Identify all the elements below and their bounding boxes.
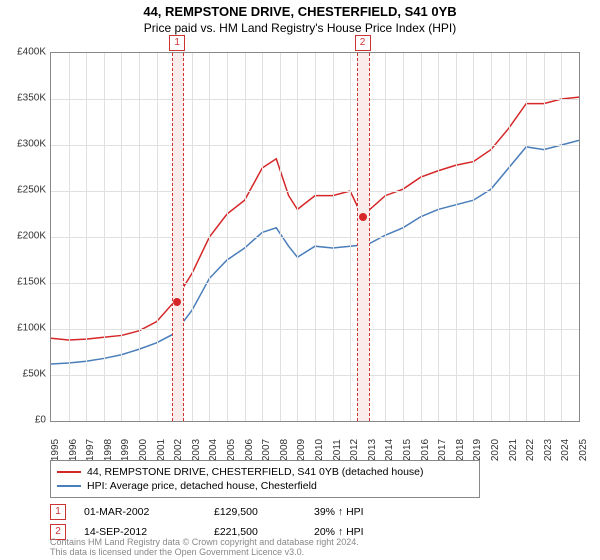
x-tick-label: 2014 — [384, 439, 395, 461]
x-tick-label: 1997 — [85, 439, 96, 461]
transaction-date: 14-SEP-2012 — [84, 526, 214, 538]
gridline-v — [297, 53, 298, 421]
footer-line-2: This data is licensed under the Open Gov… — [50, 548, 359, 558]
x-tick-label: 1998 — [103, 439, 114, 461]
gridline-v — [438, 53, 439, 421]
y-tick-label: £400K — [17, 47, 46, 58]
x-tick-label: 2006 — [244, 439, 255, 461]
x-tick-label: 2018 — [455, 439, 466, 461]
x-tick-label: 2019 — [472, 439, 483, 461]
x-tick-label: 2011 — [332, 439, 343, 461]
x-tick-label: 2024 — [560, 439, 571, 461]
chart-subtitle: Price paid vs. HM Land Registry's House … — [0, 19, 600, 35]
gridline-v — [403, 53, 404, 421]
x-tick-label: 2022 — [525, 439, 536, 461]
legend-swatch — [57, 485, 81, 487]
x-tick-label: 2015 — [402, 439, 413, 461]
x-tick-label: 2009 — [296, 439, 307, 461]
gridline-v — [456, 53, 457, 421]
marker-label: 1 — [169, 35, 185, 51]
gridline-v — [262, 53, 263, 421]
legend: 44, REMPSTONE DRIVE, CHESTERFIELD, S41 0… — [50, 460, 480, 498]
gridline-v — [526, 53, 527, 421]
y-tick-label: £50K — [23, 369, 46, 380]
gridline-v — [86, 53, 87, 421]
y-tick-label: £200K — [17, 231, 46, 242]
transaction-date: 01-MAR-2002 — [84, 506, 214, 518]
legend-item: 44, REMPSTONE DRIVE, CHESTERFIELD, S41 0… — [57, 465, 473, 479]
gridline-v — [209, 53, 210, 421]
x-tick-label: 2010 — [314, 439, 325, 461]
x-tick-label: 2004 — [208, 439, 219, 461]
x-tick-label: 1996 — [68, 439, 79, 461]
gridline-v — [421, 53, 422, 421]
x-tick-label: 2002 — [173, 439, 184, 461]
gridline-v — [104, 53, 105, 421]
x-tick-label: 2020 — [490, 439, 501, 461]
gridline-v — [385, 53, 386, 421]
x-tick-label: 2023 — [543, 439, 554, 461]
plot-area: 12 — [50, 52, 580, 422]
x-tick-label: 1995 — [50, 439, 61, 461]
x-tick-label: 2012 — [349, 439, 360, 461]
marker-band — [357, 53, 370, 421]
x-tick-label: 2016 — [420, 439, 431, 461]
transactions-table: 101-MAR-2002£129,50039% ↑ HPI214-SEP-201… — [50, 502, 580, 542]
chart-container: 44, REMPSTONE DRIVE, CHESTERFIELD, S41 0… — [0, 0, 600, 560]
gridline-v — [561, 53, 562, 421]
transaction-dot — [359, 213, 367, 221]
gridline-v — [69, 53, 70, 421]
x-tick-label: 2025 — [578, 439, 589, 461]
marker-band — [172, 53, 185, 421]
gridline-v — [491, 53, 492, 421]
y-axis: £0£50K£100K£150K£200K£250K£300K£350K£400… — [0, 52, 48, 422]
gridline-v — [157, 53, 158, 421]
x-tick-label: 2003 — [191, 439, 202, 461]
transaction-dot — [173, 298, 181, 306]
gridline-v — [544, 53, 545, 421]
transaction-price: £221,500 — [214, 526, 314, 538]
y-tick-label: £350K — [17, 93, 46, 104]
x-tick-label: 1999 — [120, 439, 131, 461]
x-tick-label: 2008 — [279, 439, 290, 461]
y-tick-label: £300K — [17, 139, 46, 150]
footer-attribution: Contains HM Land Registry data © Crown c… — [50, 538, 359, 558]
gridline-v — [280, 53, 281, 421]
legend-item: HPI: Average price, detached house, Ches… — [57, 479, 473, 493]
transaction-price: £129,500 — [214, 506, 314, 518]
x-tick-label: 2005 — [226, 439, 237, 461]
x-axis: 1995199619971998199920002001200220032004… — [50, 422, 580, 456]
y-tick-label: £0 — [35, 415, 46, 426]
x-tick-label: 2007 — [261, 439, 272, 461]
y-tick-label: £250K — [17, 185, 46, 196]
x-tick-label: 2000 — [138, 439, 149, 461]
gridline-v — [245, 53, 246, 421]
transaction-row: 1 01-MAR-2002£129,50039% ↑ HPI — [50, 502, 580, 522]
gridline-v — [121, 53, 122, 421]
gridline-v — [315, 53, 316, 421]
transaction-marker: 1 — [50, 504, 66, 520]
y-tick-label: £150K — [17, 277, 46, 288]
legend-label: 44, REMPSTONE DRIVE, CHESTERFIELD, S41 0… — [87, 466, 424, 478]
gridline-v — [333, 53, 334, 421]
gridline-v — [139, 53, 140, 421]
x-tick-label: 2001 — [156, 439, 167, 461]
gridline-v — [509, 53, 510, 421]
gridline-v — [227, 53, 228, 421]
marker-label: 2 — [355, 35, 371, 51]
x-tick-label: 2013 — [367, 439, 378, 461]
x-tick-label: 2017 — [437, 439, 448, 461]
legend-label: HPI: Average price, detached house, Ches… — [87, 480, 317, 492]
legend-swatch — [57, 471, 81, 473]
x-tick-label: 2021 — [508, 439, 519, 461]
gridline-v — [192, 53, 193, 421]
transaction-pct: 39% ↑ HPI — [314, 506, 434, 518]
gridline-v — [350, 53, 351, 421]
gridline-v — [473, 53, 474, 421]
chart-title: 44, REMPSTONE DRIVE, CHESTERFIELD, S41 0… — [0, 0, 600, 19]
y-tick-label: £100K — [17, 323, 46, 334]
transaction-pct: 20% ↑ HPI — [314, 526, 434, 538]
